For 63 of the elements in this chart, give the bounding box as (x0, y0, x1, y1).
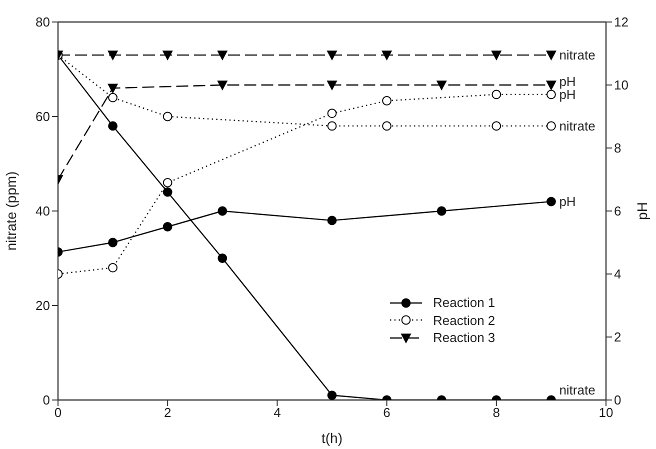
point (382, 96, 392, 106)
point (108, 84, 118, 94)
y2-tick-label: 8 (614, 140, 622, 156)
point (492, 121, 502, 131)
y-tick-label: 80 (36, 14, 50, 30)
point (108, 50, 118, 60)
point (218, 206, 228, 216)
point (546, 80, 556, 90)
point (162, 178, 172, 188)
x-tick-label: 6 (383, 405, 390, 420)
point (327, 121, 337, 131)
y2-tick-label: 4 (614, 266, 622, 282)
series-label: pH (559, 194, 576, 210)
point (108, 92, 118, 102)
point (108, 121, 118, 131)
annotation: nitrate (559, 382, 596, 398)
y2-tick-label: 2 (614, 330, 622, 345)
point (327, 108, 337, 118)
x-axis-title: t(h) (322, 430, 342, 446)
x-tick-label: 8 (492, 405, 500, 420)
y2-axis-title: pH (634, 202, 650, 220)
y2-tick-label: 12 (614, 14, 628, 30)
point (162, 187, 172, 197)
y2-tick-label: 0 (614, 392, 622, 408)
y-tick-label: 40 (36, 204, 50, 219)
point (546, 196, 556, 206)
x-tick-label: 4 (274, 405, 281, 420)
point (327, 80, 337, 90)
point (217, 50, 228, 60)
point (546, 121, 556, 131)
point (491, 50, 502, 60)
y-tick-label: 20 (36, 298, 50, 314)
y2-tick-label: 6 (614, 204, 622, 219)
point (162, 50, 173, 60)
annotation: nitrate (559, 118, 596, 134)
series-label: pH (559, 86, 576, 102)
point (217, 80, 228, 90)
point (162, 112, 172, 122)
y-tick-label: 60 (36, 109, 50, 124)
point (492, 90, 502, 100)
point (108, 263, 118, 272)
point (436, 206, 446, 216)
x-tick-label: 0 (54, 405, 62, 420)
point (218, 254, 228, 263)
x-tick-label: 2 (164, 405, 172, 420)
series-label: pH (559, 74, 576, 89)
point (546, 50, 556, 60)
y2-tick-label: 10 (614, 78, 628, 93)
y-axis-title: nitrate (ppm) (3, 171, 19, 251)
point (327, 216, 337, 226)
y-tick-label: 0 (42, 392, 50, 408)
legend-label: Reaction 3 (433, 330, 496, 346)
point (327, 50, 337, 60)
point (382, 121, 392, 131)
legend-label: Reaction 1 (433, 295, 496, 310)
point (546, 90, 556, 100)
point (162, 222, 172, 232)
x-tick-label: 10 (598, 405, 614, 420)
point (108, 238, 118, 248)
point (436, 80, 447, 90)
point (382, 50, 392, 60)
legend-label: Reaction 2 (433, 312, 496, 328)
annotation: nitrate (559, 48, 596, 63)
